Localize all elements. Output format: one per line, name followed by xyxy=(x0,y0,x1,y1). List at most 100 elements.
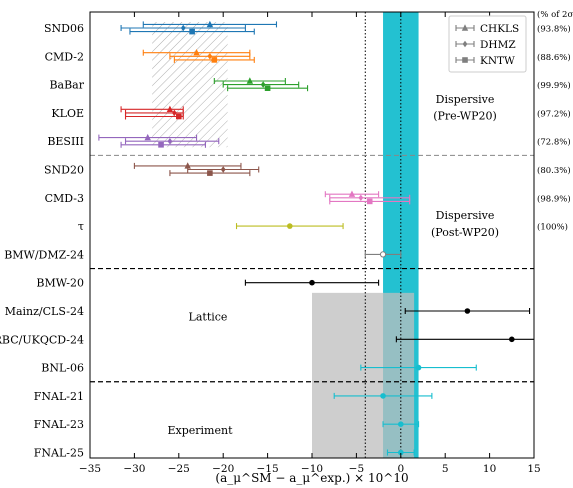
labels-layer: SND06 (93.8%) CMD-2 (88.6%) BaBar (99.9%) KLOE… xyxy=(0,22,571,460)
marker-circle xyxy=(287,223,293,229)
guides-layer xyxy=(90,12,534,458)
row-label: KLOE xyxy=(51,107,84,120)
data-row xyxy=(244,279,380,286)
marker-triangle xyxy=(166,105,174,112)
data-row xyxy=(235,223,344,230)
marker-square xyxy=(176,113,182,120)
marker-square xyxy=(462,57,468,63)
data-row xyxy=(142,49,255,63)
legend-label: DHMZ xyxy=(480,39,516,51)
row-percent: (99.9%) xyxy=(537,80,571,91)
marker-circle xyxy=(398,421,404,428)
marker-diamond xyxy=(358,194,364,201)
axes-layer: −35 −30 −25 −20 −15 −10 −5 0 5 10 15 xyxy=(79,11,541,475)
marker-diamond xyxy=(220,166,226,173)
x-tick-label: 5 xyxy=(442,463,449,475)
row-percent: (72.8%) xyxy=(537,137,571,148)
x-tick-label: −5 xyxy=(349,463,364,475)
marker-triangle xyxy=(206,20,214,28)
marker-triangle xyxy=(193,49,200,56)
marker-diamond xyxy=(171,109,177,117)
legend-box xyxy=(448,15,527,73)
hatched-band xyxy=(152,22,228,148)
legend: CHKLS DHMZ KNTW xyxy=(448,15,527,73)
marker-triangle xyxy=(144,133,151,141)
row-percent: (80.3%) xyxy=(537,165,571,176)
marker-square xyxy=(366,198,373,205)
x-tick-label: −10 xyxy=(301,463,323,475)
marker-open-circle xyxy=(379,251,387,258)
row-label: BMW-20 xyxy=(36,277,84,290)
data-row xyxy=(120,20,278,35)
data-row xyxy=(404,308,531,314)
right-header: (% of 2σ) xyxy=(537,9,573,20)
data-row xyxy=(364,251,402,258)
marker-diamond xyxy=(207,53,213,60)
section-label: Dispersive xyxy=(436,93,495,106)
data-row xyxy=(333,392,433,399)
row-label: RBC/UKQCD-24 xyxy=(0,333,84,346)
marker-triangle xyxy=(184,162,191,169)
row-label: BaBar xyxy=(49,79,84,92)
marker-triangle xyxy=(348,190,356,197)
section-label: Lattice xyxy=(189,311,228,324)
row-percent: (100%) xyxy=(537,222,568,233)
x-axis-title: (a_μ^SM − a_μ^exp.) × 10^10 xyxy=(215,471,408,485)
row-label: Mainz/CLS-24 xyxy=(5,305,84,318)
marker-square xyxy=(211,57,218,63)
row-label: BESIII xyxy=(47,135,84,148)
data-row xyxy=(386,449,415,456)
marker-diamond xyxy=(180,24,186,32)
marker-circle xyxy=(398,449,404,456)
x-tick-label: 15 xyxy=(527,463,540,475)
row-label: BMW/DMZ-24 xyxy=(4,248,84,261)
row-percent: (93.8%) xyxy=(537,24,571,35)
data-row xyxy=(382,421,420,428)
data-row xyxy=(395,336,534,343)
marker-square xyxy=(189,28,195,35)
marker-circle xyxy=(309,279,315,286)
x-tick-label: −35 xyxy=(79,463,101,475)
row-label: SND20 xyxy=(44,164,84,177)
marker-circle xyxy=(509,336,515,343)
marker-circle xyxy=(464,308,471,314)
data-layer xyxy=(98,20,534,456)
x-tick-label: 0 xyxy=(397,463,404,475)
marker-circle xyxy=(380,393,386,399)
x-tick-label: −30 xyxy=(123,463,145,475)
marker-circle xyxy=(415,364,422,371)
section-label: (Post-WP20) xyxy=(431,226,499,239)
marker-square xyxy=(207,170,213,176)
marker-diamond xyxy=(167,138,173,145)
row-label: SND06 xyxy=(44,22,84,35)
row-label: FNAL-23 xyxy=(34,418,84,431)
row-percent: (88.6%) xyxy=(537,52,571,63)
x-tick-label: 10 xyxy=(483,463,496,475)
marker-square xyxy=(158,142,164,148)
data-row xyxy=(213,77,309,92)
row-percent: (97.2%) xyxy=(537,108,571,119)
row-percent: (98.9%) xyxy=(537,193,571,204)
row-label: FNAL-25 xyxy=(34,447,84,460)
legend-label: CHKLS xyxy=(480,23,519,35)
x-tick-label: −20 xyxy=(212,463,234,475)
row-label: BNL-06 xyxy=(41,362,84,375)
data-row xyxy=(324,190,411,205)
section-label: (Pre-WP20) xyxy=(433,110,497,123)
lattice-band xyxy=(312,292,415,458)
marker-triangle xyxy=(461,24,469,31)
data-row xyxy=(133,162,260,177)
data-row xyxy=(120,105,184,120)
marker-diamond xyxy=(260,81,266,88)
marker-diamond xyxy=(462,40,468,48)
x-tick-label: −25 xyxy=(168,463,190,475)
data-row xyxy=(98,133,220,148)
section-label: Experiment xyxy=(167,424,233,437)
section-label: Dispersive xyxy=(436,209,495,222)
row-label: CMD-2 xyxy=(45,50,84,63)
marker-square xyxy=(264,85,271,91)
x-tick-label: −15 xyxy=(257,463,279,475)
legend-label: KNTW xyxy=(480,55,515,67)
data-row xyxy=(360,364,477,371)
